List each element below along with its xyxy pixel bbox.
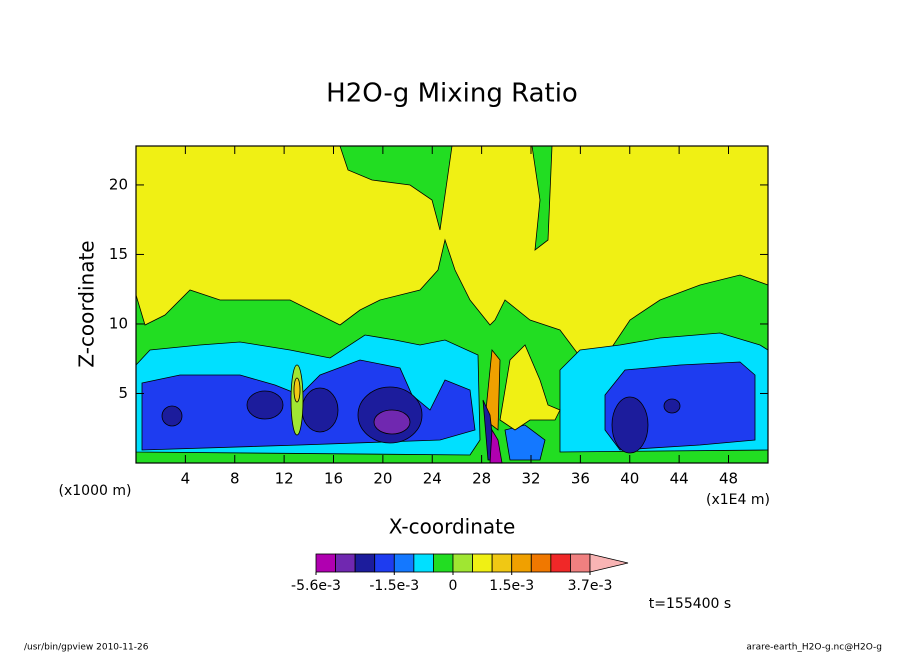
colorbar-tick-label: -1.5e-3 bbox=[369, 578, 419, 594]
y-unit: (x1000 m) bbox=[59, 483, 132, 499]
colorbar-segment bbox=[354, 553, 376, 573]
footer-right: arare-earth_H2O-g.nc@H2O-g bbox=[746, 643, 882, 653]
colorbar-segment bbox=[452, 553, 473, 573]
colorbar: -5.6e-3 -1.5e-3 0 1.5e-3 3.7e-3 bbox=[291, 553, 629, 594]
plot-frame bbox=[135, 145, 769, 464]
x-axis-label: X-coordinate bbox=[389, 515, 516, 539]
x-tick-label: 24 bbox=[423, 470, 442, 488]
x-tick-label: 40 bbox=[620, 470, 639, 488]
x-unit: (x1E4 m) bbox=[706, 492, 770, 508]
contour-region bbox=[301, 387, 339, 433]
x-tick-label: 8 bbox=[230, 470, 240, 488]
y-tick-label: 10 bbox=[109, 314, 128, 332]
contour-field bbox=[135, 145, 769, 464]
x-tick-label: 20 bbox=[373, 470, 392, 488]
footer-left: /usr/bin/gpview 2010-11-26 bbox=[24, 643, 149, 653]
colorbar-segment bbox=[413, 553, 434, 573]
x-tick-label: 28 bbox=[472, 470, 491, 488]
contour-region bbox=[484, 348, 501, 431]
colorbar-segment bbox=[511, 553, 532, 573]
colorbar-tick-label: 3.7e-3 bbox=[568, 578, 613, 594]
contour-region bbox=[246, 390, 284, 420]
y-axis-label: Z-coordinate bbox=[75, 240, 99, 367]
x-tick-label: 32 bbox=[521, 470, 540, 488]
colorbar-segment bbox=[433, 553, 454, 573]
x-tick-label: 44 bbox=[670, 470, 689, 488]
contour-region bbox=[499, 344, 561, 431]
y-tick-label: 15 bbox=[109, 245, 128, 263]
colorbar-tick-label: -5.6e-3 bbox=[291, 578, 341, 594]
y-tick-label: 5 bbox=[118, 384, 128, 402]
x-tick-label: 48 bbox=[719, 470, 738, 488]
colorbar-tick-label: 1.5e-3 bbox=[489, 578, 534, 594]
colorbar-extension bbox=[589, 553, 629, 573]
colorbar-tick-label: 0 bbox=[449, 578, 458, 594]
contour-region bbox=[373, 409, 411, 435]
colorbar-segment bbox=[550, 553, 571, 573]
colorbar-segment bbox=[335, 553, 356, 573]
colorbar-segment bbox=[530, 553, 552, 573]
contour-region bbox=[611, 396, 649, 454]
time-label: t=155400 s bbox=[649, 596, 731, 612]
colorbar-segment bbox=[393, 553, 415, 573]
contour-region bbox=[293, 377, 301, 403]
contour-region bbox=[161, 405, 183, 427]
x-tick-label: 12 bbox=[275, 470, 294, 488]
colorbar-segment bbox=[570, 553, 591, 573]
chart-title: H2O-g Mixing Ratio bbox=[326, 79, 578, 109]
y-tick-label: 20 bbox=[109, 175, 128, 193]
colorbar-segment bbox=[315, 553, 336, 573]
colorbar-segment bbox=[472, 553, 493, 573]
x-tick-label: 16 bbox=[324, 470, 343, 488]
colorbar-segment bbox=[491, 553, 513, 573]
x-tick-label: 4 bbox=[181, 470, 191, 488]
x-tick-label: 36 bbox=[571, 470, 590, 488]
colorbar-segment bbox=[374, 553, 395, 573]
contour-region bbox=[663, 398, 681, 414]
